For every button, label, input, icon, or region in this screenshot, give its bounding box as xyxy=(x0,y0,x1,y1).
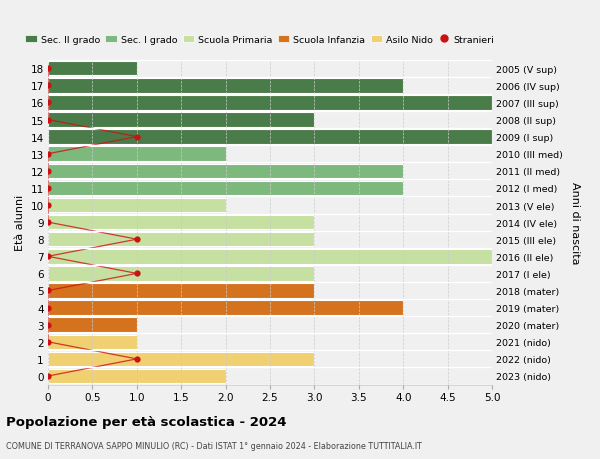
Text: COMUNE DI TERRANOVA SAPPO MINULIO (RC) - Dati ISTAT 1° gennaio 2024 - Elaborazio: COMUNE DI TERRANOVA SAPPO MINULIO (RC) -… xyxy=(6,441,422,450)
Bar xyxy=(48,164,403,179)
Legend: Sec. II grado, Sec. I grado, Scuola Primaria, Scuola Infanzia, Asilo Nido, Stran: Sec. II grado, Sec. I grado, Scuola Prim… xyxy=(22,32,498,49)
Bar xyxy=(48,267,314,281)
Y-axis label: Età alunni: Età alunni xyxy=(15,195,25,251)
Bar xyxy=(48,130,492,145)
Bar xyxy=(48,198,226,213)
Bar xyxy=(48,113,314,128)
Bar xyxy=(48,181,403,196)
Bar xyxy=(48,62,137,76)
Bar xyxy=(48,318,137,332)
Bar xyxy=(48,335,137,349)
Text: Popolazione per età scolastica - 2024: Popolazione per età scolastica - 2024 xyxy=(6,415,287,428)
Bar xyxy=(48,301,403,315)
Bar xyxy=(48,369,226,383)
Y-axis label: Anni di nascita: Anni di nascita xyxy=(570,181,580,264)
Bar xyxy=(48,250,492,264)
Bar xyxy=(48,284,314,298)
Bar xyxy=(48,215,314,230)
Bar xyxy=(48,352,314,366)
Bar xyxy=(48,96,492,111)
Bar xyxy=(48,79,403,93)
Bar xyxy=(48,147,226,162)
Bar xyxy=(48,232,314,247)
